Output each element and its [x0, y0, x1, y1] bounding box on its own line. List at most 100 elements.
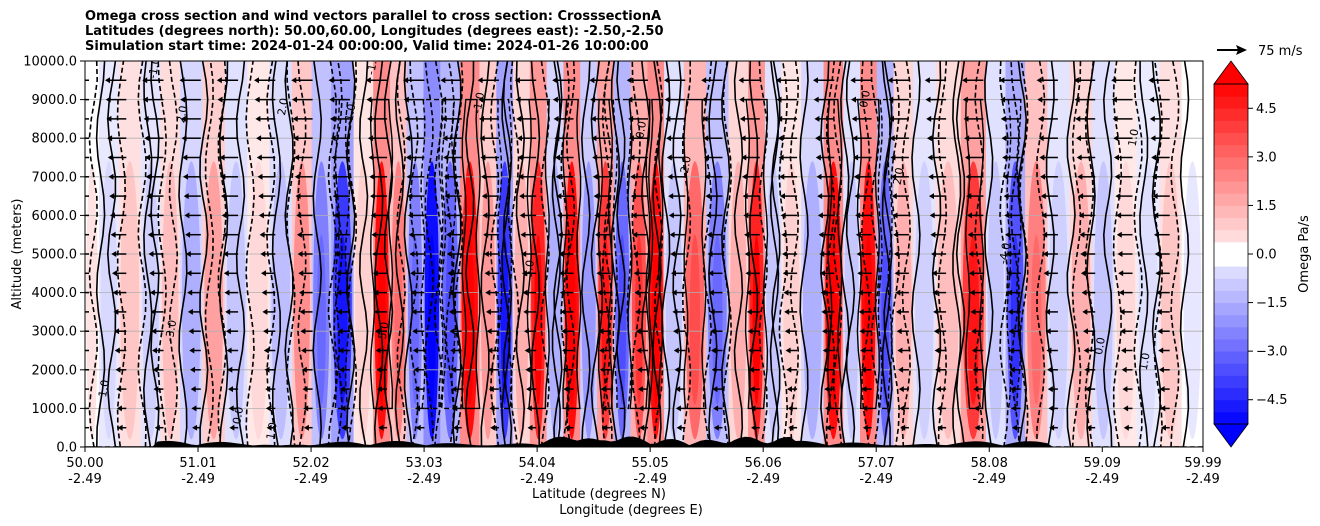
wind-vector-head	[850, 77, 856, 84]
contour-positive	[683, 98, 707, 410]
wind-vector-head	[813, 96, 819, 103]
wind-vector-head	[892, 212, 898, 219]
wind-vector-head	[108, 173, 114, 180]
colorbar-band	[1214, 193, 1248, 206]
contour-positive	[199, 61, 229, 447]
wind-vector-head	[708, 270, 714, 277]
wind-vector-head	[449, 328, 455, 335]
x-tick-label-lat: 57.07	[858, 456, 895, 471]
wind-vector-head	[444, 193, 450, 200]
wind-vector-head	[820, 289, 826, 296]
wind-vector-head	[109, 212, 115, 219]
wind-vector-head	[928, 173, 934, 180]
colorbar-band	[1214, 399, 1248, 413]
wind-vector-head	[1007, 289, 1013, 296]
wind-vector-head	[440, 77, 446, 84]
x-tick-label-lon: -2.49	[1085, 472, 1119, 487]
x-tick-label-lon: -2.49	[181, 472, 215, 487]
wind-vector-head	[1081, 289, 1087, 296]
wind-vector-head	[778, 154, 784, 161]
wind-vector-head	[73, 232, 78, 238]
wind-vector-head	[522, 289, 528, 296]
wind-vector-head	[404, 115, 410, 122]
wind-vector-head	[633, 270, 639, 277]
wind-vector-head	[706, 212, 712, 219]
omega-core-inner	[337, 234, 348, 405]
wind-vector-head	[974, 424, 980, 431]
wind-vector-head	[636, 347, 642, 354]
contour-positive	[820, 61, 850, 447]
wind-vector-head	[564, 424, 570, 431]
wind-vector-head	[1114, 173, 1120, 180]
colorbar-band	[1214, 217, 1248, 231]
x-tick-label-lon: -2.49	[633, 472, 667, 487]
wind-vector-head	[1044, 289, 1050, 296]
wind-vector-head	[71, 155, 76, 161]
wind-vector-head	[301, 366, 307, 373]
wind-vector-head	[523, 308, 529, 315]
wind-vector-head	[181, 135, 187, 142]
wind-vector-head	[223, 251, 229, 257]
wind-vector-head	[332, 173, 338, 180]
wind-vector-head	[626, 77, 632, 84]
wind-vector-head	[637, 386, 643, 393]
colorbar-band	[1214, 205, 1248, 218]
wind-vector-head	[788, 424, 794, 431]
wind-vector-head	[183, 173, 188, 180]
wind-vector-head	[184, 212, 190, 219]
wind-vector-head	[1049, 424, 1055, 431]
wind-vector-head	[895, 289, 901, 296]
x-tick-label-lat: 51.01	[179, 456, 216, 471]
contour-positive	[648, 98, 664, 410]
omega-core-inner	[1031, 234, 1042, 405]
y-tick-label: 10000.0	[23, 55, 77, 70]
wind-vector-head	[299, 289, 304, 296]
wind-vector-head	[524, 328, 529, 335]
wind-vector-head	[189, 347, 195, 354]
wind-vector-head	[628, 135, 634, 142]
wind-vector-head	[749, 386, 755, 393]
wind-vector-head	[328, 77, 334, 84]
wind-vector-head	[75, 270, 80, 276]
wind-vector-head	[824, 405, 830, 412]
wind-vector-head	[969, 270, 975, 277]
wind-vector-head	[675, 405, 681, 412]
wind-vector-head	[292, 115, 298, 122]
wind-vector-head	[1111, 96, 1117, 103]
wind-vector-head	[107, 154, 113, 161]
wind-vector-head	[1085, 386, 1091, 393]
colorbar-extend-min	[1213, 423, 1249, 448]
wind-vector-head	[1076, 154, 1082, 161]
omega-core	[914, 161, 934, 440]
colorbar-tick-label: −1.5	[1256, 296, 1288, 311]
wind-vector-head	[639, 424, 645, 431]
colorbar-tick-label: 0.0	[1256, 248, 1277, 263]
wind-vector-head	[1079, 231, 1085, 238]
wind-vector-head	[1119, 308, 1125, 315]
wind-vector-head	[220, 173, 226, 180]
wind-vector-head	[261, 270, 266, 277]
wind-vector-head	[1118, 270, 1124, 277]
wind-vector-head	[295, 193, 301, 200]
colorbar-band	[1214, 363, 1248, 376]
colorbar-band	[1214, 254, 1248, 267]
wind-vector-head	[741, 154, 747, 161]
y-tick-label: 1000.0	[32, 402, 78, 417]
wind-vector-head	[817, 212, 823, 219]
wind-vector-head	[191, 405, 197, 412]
contour-negative	[702, 61, 733, 447]
wind-vector-head	[256, 135, 262, 142]
wind-vector-head	[408, 212, 413, 219]
colorbar-band	[1214, 290, 1248, 303]
wind-vector-head	[525, 366, 531, 373]
wind-vector-head	[852, 135, 858, 142]
wind-vector-head	[592, 154, 598, 161]
wind-vector-head	[114, 328, 120, 335]
wind-vector-head	[704, 154, 709, 161]
wind-vector-head	[296, 231, 302, 238]
wind-vector-head	[516, 115, 522, 122]
wind-vector-head	[595, 251, 601, 257]
wind-vector-head	[590, 115, 596, 122]
wind-vector-head	[1116, 231, 1122, 238]
wind-vector-head	[154, 405, 160, 412]
